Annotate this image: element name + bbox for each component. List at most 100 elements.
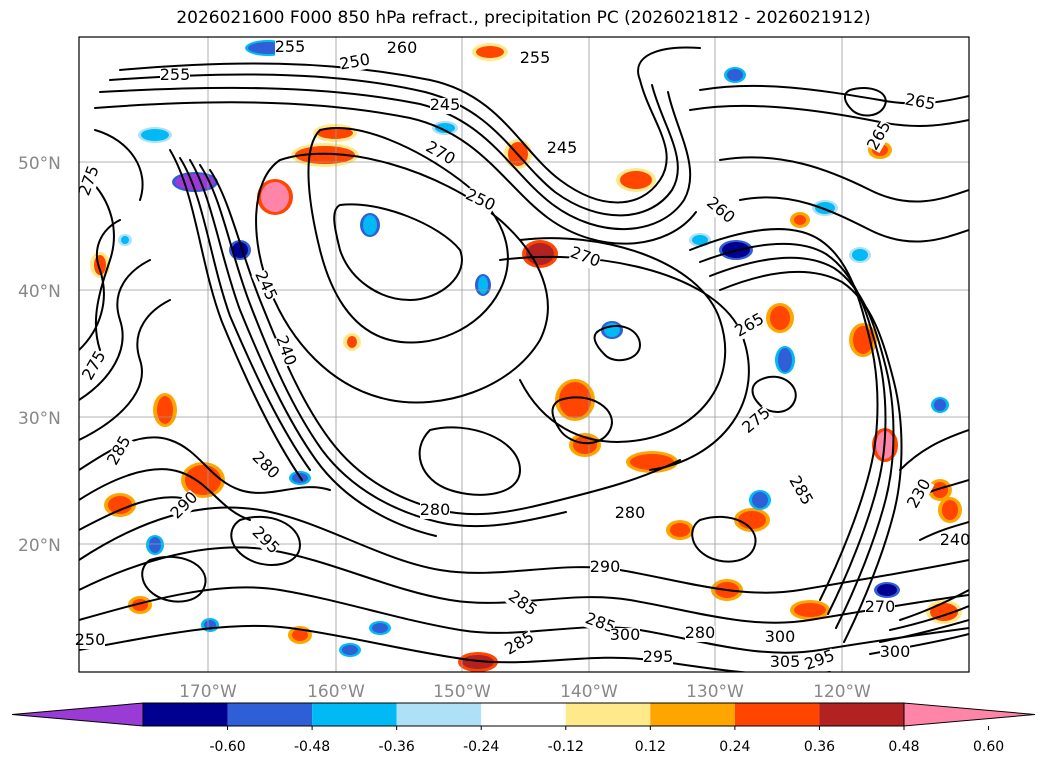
contour-label-bg bbox=[940, 533, 970, 549]
contour-label-bg bbox=[685, 626, 715, 642]
precipitation-blob bbox=[794, 215, 806, 225]
precipitation-blob bbox=[794, 603, 826, 617]
precipitation-blob bbox=[261, 182, 289, 212]
precipitation-blob bbox=[108, 496, 132, 514]
contour-label-bg bbox=[865, 119, 895, 153]
precipitation-blob bbox=[852, 249, 868, 261]
precipitation-blob bbox=[932, 482, 948, 498]
contour-label-bg bbox=[770, 655, 800, 671]
contour-label-bg bbox=[105, 434, 135, 468]
contour-label-bg bbox=[338, 52, 372, 74]
precipitation-blob bbox=[157, 396, 173, 424]
contour-label-bg bbox=[865, 600, 895, 616]
lat-label-30n: 30°N bbox=[18, 409, 61, 429]
colorbar-extend-low bbox=[11, 702, 144, 727]
plot-frame bbox=[78, 36, 970, 673]
contour-label: 300 bbox=[610, 625, 641, 644]
lon-label-140w: 140°W bbox=[560, 682, 618, 702]
precipitation-blob bbox=[462, 655, 494, 669]
precipitation-blob bbox=[670, 523, 690, 537]
contour-label: 290 bbox=[590, 557, 621, 576]
contour-label: 270 bbox=[865, 597, 896, 616]
precipitation-blob bbox=[121, 236, 129, 244]
contour-label-bg bbox=[803, 648, 837, 674]
precipitation-blob bbox=[770, 306, 790, 330]
contour-label-bg bbox=[880, 645, 910, 661]
contour-label-bg bbox=[590, 560, 620, 576]
refractivity-contour-layer bbox=[79, 46, 969, 672]
colorbar-tick-label: -0.24 bbox=[463, 739, 499, 755]
contour-label-bg bbox=[275, 40, 305, 56]
contour-label-bg bbox=[423, 139, 457, 169]
colorbar-segment bbox=[312, 703, 397, 726]
colorbar-tick-label: -0.60 bbox=[209, 739, 245, 755]
contour-label: 295 bbox=[643, 647, 674, 666]
contour-label: 245 bbox=[430, 95, 461, 114]
contour-label-bg bbox=[785, 474, 815, 508]
contour-label-bg bbox=[703, 195, 737, 227]
contour-label-bg bbox=[615, 506, 645, 522]
colorbar-segment bbox=[481, 703, 566, 726]
colorbar-segment bbox=[819, 703, 904, 726]
contour-label-bg bbox=[80, 349, 110, 383]
lon-label-160w: 160°W bbox=[307, 682, 365, 702]
map-title: 2026021600 F000 850 hPa refract., precip… bbox=[176, 8, 871, 28]
lon-label-120w: 120°W bbox=[813, 682, 871, 702]
colorbar-extend-high bbox=[903, 702, 1036, 727]
colorbar-tick-label: -0.48 bbox=[294, 739, 330, 755]
contour-label-bg bbox=[248, 524, 282, 558]
contour-label-bg bbox=[251, 269, 279, 303]
lon-label-130w: 130°W bbox=[686, 682, 744, 702]
colorbar bbox=[11, 702, 1036, 727]
colorbar-segment bbox=[143, 703, 228, 726]
contour-label-bg bbox=[643, 650, 673, 666]
colorbar-tick-label: 0.24 bbox=[719, 739, 750, 755]
colorbar-frame bbox=[142, 702, 905, 727]
precipitation-blob bbox=[934, 399, 946, 411]
contour-label-bg bbox=[505, 588, 539, 620]
contour-label-bg bbox=[610, 628, 640, 644]
contour-label-bg bbox=[77, 164, 103, 198]
contour-label: 300 bbox=[880, 642, 911, 661]
precipitation-blob bbox=[727, 69, 743, 81]
contour-label-bg bbox=[420, 503, 450, 519]
precipitation-blob bbox=[317, 127, 353, 139]
contour-label: 305 bbox=[770, 652, 801, 671]
precipitation-blob bbox=[620, 171, 652, 189]
colorbar-segment bbox=[565, 703, 651, 726]
precipitation-blob bbox=[347, 336, 357, 348]
lat-label-20n: 20°N bbox=[18, 536, 61, 556]
contour-label: 300 bbox=[765, 627, 796, 646]
lon-label-150w: 150°W bbox=[433, 682, 491, 702]
contour-label: 255 bbox=[275, 37, 306, 56]
contour-label-bg bbox=[248, 449, 282, 483]
colorbar-tick-label: 0.36 bbox=[804, 739, 835, 755]
contour-label-bg bbox=[765, 630, 795, 646]
colorbar-segment bbox=[650, 703, 735, 726]
contour-label-bg bbox=[903, 92, 937, 114]
contour-label: 280 bbox=[420, 500, 451, 519]
contour-label-bg bbox=[733, 311, 767, 341]
contour-label: 240 bbox=[940, 530, 971, 549]
contour-label-bg bbox=[740, 405, 774, 437]
colorbar-tick-label: 0.60 bbox=[973, 739, 1004, 755]
lon-label-170w: 170°W bbox=[179, 682, 237, 702]
colorbar-ticks: -0.60 -0.48 -0.36 -0.24 -0.12 0.12 0.24 0.36 0.4… bbox=[209, 726, 1004, 755]
contour-label-layer: 255 2602552502452452552702502652752452702… bbox=[74, 37, 970, 674]
contour-label-bg bbox=[387, 41, 417, 57]
contour-label: 280 bbox=[685, 623, 716, 642]
precipitation-blob bbox=[476, 46, 504, 58]
precipitation-blob bbox=[573, 436, 597, 454]
precipitation-blob bbox=[778, 348, 792, 372]
contour-label-bg bbox=[272, 334, 298, 368]
contour-label: 260 bbox=[387, 38, 418, 57]
contour-label-bg bbox=[168, 489, 202, 523]
precipitation-blob bbox=[692, 235, 708, 245]
contour-label-bg bbox=[430, 98, 460, 114]
precipitation-blob bbox=[630, 454, 674, 470]
contour-label-bg bbox=[160, 68, 190, 84]
precipitation-blob bbox=[942, 500, 958, 520]
contour-label: 250 bbox=[75, 630, 106, 649]
colorbar-tick-label: 0.48 bbox=[888, 739, 919, 755]
contour-label: 255 bbox=[520, 48, 551, 67]
